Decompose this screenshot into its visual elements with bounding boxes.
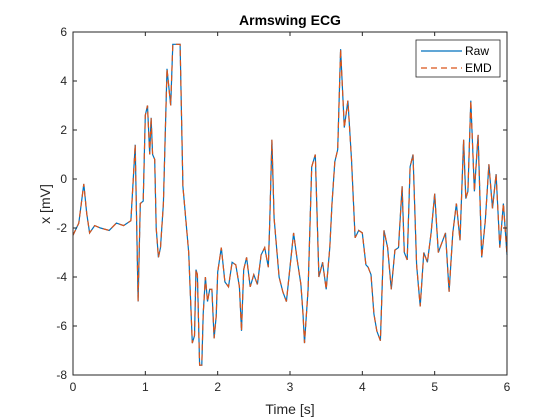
series-emd-line xyxy=(72,43,508,366)
x-tick-label: 6 xyxy=(504,380,511,394)
chart-title: Armswing ECG xyxy=(239,12,341,28)
y-tick-label: -2 xyxy=(56,221,67,235)
x-tick-label: 4 xyxy=(359,380,366,394)
y-tick-label: 0 xyxy=(60,172,67,186)
y-axis-label: x [mV] xyxy=(37,184,53,224)
plot-area xyxy=(73,32,507,375)
x-tick-label: 1 xyxy=(142,380,149,394)
x-tick-label: 3 xyxy=(287,380,294,394)
x-axis-label: Time [s] xyxy=(265,401,314,417)
x-tick-label: 0 xyxy=(70,380,77,394)
y-tick-label: -6 xyxy=(56,319,67,333)
x-tick-label: 2 xyxy=(214,380,221,394)
y-tick-label: 6 xyxy=(60,25,67,39)
legend-emd-label: EMD xyxy=(465,61,492,75)
series-layer xyxy=(72,43,508,366)
tick-layer: 0 1 2 3 4 5 6 -8 -6 -4 -2 0 2 4 6 xyxy=(56,25,510,394)
x-tick-label: 5 xyxy=(431,380,438,394)
legend-box xyxy=(415,39,501,78)
y-tick-label: 2 xyxy=(60,123,67,137)
legend: Raw EMD xyxy=(415,39,501,78)
y-tick-label: -4 xyxy=(56,270,67,284)
y-tick-label: 4 xyxy=(60,74,67,88)
y-tick-label: -8 xyxy=(56,368,67,382)
legend-raw-label: Raw xyxy=(465,44,489,58)
